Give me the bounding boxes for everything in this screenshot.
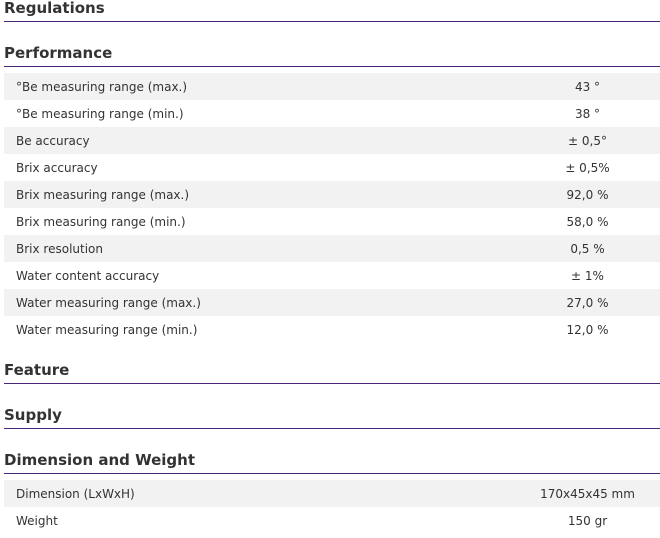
- section: Supply: [4, 405, 660, 429]
- spec-label: °Be measuring range (max.): [16, 79, 188, 94]
- spec-label: Brix accuracy: [16, 160, 98, 175]
- spec-table: Dimension (LxWxH) 170x45x45 mm Weight 150 g…: [4, 480, 660, 534]
- section-title: Regulations: [4, 0, 660, 22]
- spec-row: Brix resolution 0,5 %: [4, 235, 660, 262]
- spec-row: Brix accuracy ± 0,5%: [4, 154, 660, 181]
- section: Regulations: [4, 0, 660, 22]
- spec-value: 58,0 %: [566, 214, 609, 229]
- spec-label: Water content accuracy: [16, 268, 160, 283]
- spec-table-body: Dimension (LxWxH) 170x45x45 mm Weight 150 g…: [4, 480, 660, 534]
- spec-row: Be accuracy ± 0,5°: [4, 127, 660, 154]
- spec-value: 12,0 %: [566, 322, 609, 337]
- section: Performance °Be measuring range (max.) 43 …: [4, 43, 660, 343]
- spec-row: °Be measuring range (min.) 38 °: [4, 100, 660, 127]
- spec-label: Be accuracy: [16, 133, 90, 148]
- spec-table-body: °Be measuring range (max.) 43 ° °Be measur…: [4, 73, 660, 343]
- spec-value: 170x45x45 mm: [540, 486, 635, 501]
- spec-value: ± 0,5%: [565, 160, 610, 175]
- spec-row: Brix measuring range (max.) 92,0 %: [4, 181, 660, 208]
- spec-label: °Be measuring range (min.): [16, 106, 184, 121]
- section-title: Supply: [4, 405, 660, 429]
- spec-value: 43 °: [574, 79, 601, 94]
- section-title: Feature: [4, 360, 660, 384]
- spec-row: Dimension (LxWxH) 170x45x45 mm: [4, 480, 660, 507]
- spec-label: Brix measuring range (min.): [16, 214, 186, 229]
- section-title: Performance: [4, 43, 660, 67]
- spec-label: Water measuring range (min.): [16, 322, 198, 337]
- spec-row: Brix measuring range (min.) 58,0 %: [4, 208, 660, 235]
- spec-row: Weight 150 gr: [4, 507, 660, 534]
- spec-row: Water measuring range (max.) 27,0 %: [4, 289, 660, 316]
- spec-table: °Be measuring range (max.) 43 ° °Be measur…: [4, 73, 660, 343]
- spec-row: Water content accuracy ± 1%: [4, 262, 660, 289]
- section: Dimension and Weight Dimension (LxWxH) 170…: [4, 450, 660, 534]
- spec-label: Water measuring range (max.): [16, 295, 201, 310]
- spec-row: °Be measuring range (max.) 43 °: [4, 73, 660, 100]
- spec-value: 92,0 %: [566, 187, 609, 202]
- spec-label: Dimension (LxWxH): [16, 486, 135, 501]
- spec-row: Water measuring range (min.) 12,0 %: [4, 316, 660, 343]
- spec-label: Brix measuring range (max.): [16, 187, 190, 202]
- spec-value: 38 °: [574, 106, 601, 121]
- section-title: Dimension and Weight: [4, 450, 660, 474]
- spec-label: Brix resolution: [16, 241, 103, 256]
- spec-label: Weight: [16, 513, 58, 528]
- spec-value: 0,5 %: [570, 241, 605, 256]
- section: Feature: [4, 360, 660, 384]
- spec-value: ± 1%: [571, 268, 604, 283]
- spec-value: 27,0 %: [566, 295, 609, 310]
- spec-value: 150 gr: [567, 513, 608, 528]
- spec-value: ± 0,5°: [568, 133, 607, 148]
